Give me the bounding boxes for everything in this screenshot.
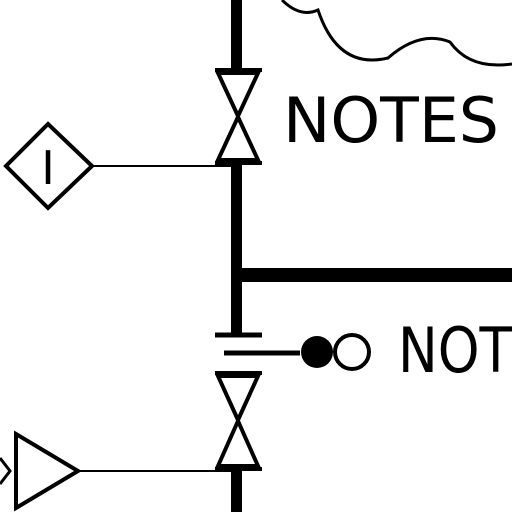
branch-pipe <box>242 268 512 282</box>
blind-flange <box>215 332 300 356</box>
instrument-diamond <box>3 121 231 211</box>
filled-node <box>301 336 333 368</box>
notes-label-top: NOTES <box>283 84 499 157</box>
main-pipe-mid <box>231 164 242 334</box>
main-pipe-top <box>231 0 242 74</box>
upper-gate-valve <box>214 68 262 165</box>
notes-label-mid: NOT <box>398 314 512 387</box>
main-pipe-bottom <box>231 470 242 512</box>
open-node <box>333 333 371 371</box>
instrument-letter: I <box>41 141 55 195</box>
revision-cloud <box>280 0 512 67</box>
off-page-connector <box>0 430 231 512</box>
lower-gate-valve <box>214 371 262 471</box>
